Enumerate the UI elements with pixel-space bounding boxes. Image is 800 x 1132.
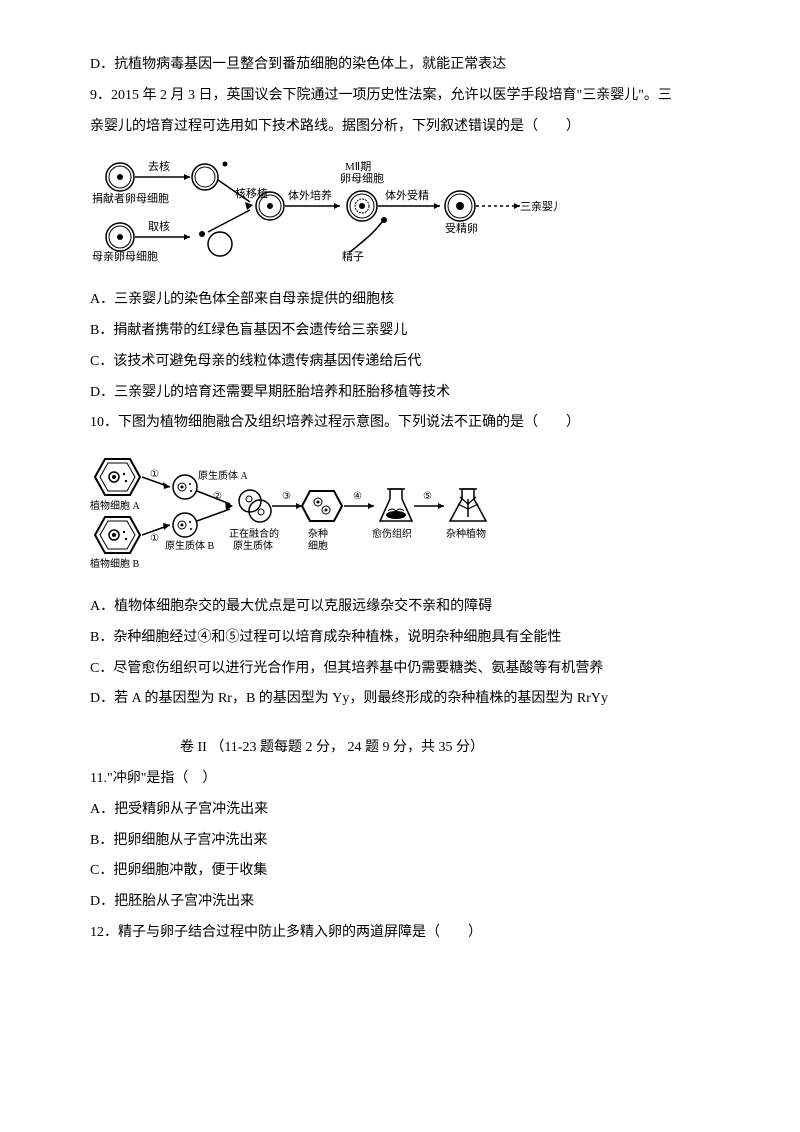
q11-option-d: D．把胚胎从子宫冲洗出来: [90, 887, 720, 918]
svg-text:④: ④: [353, 491, 362, 502]
m2-label: MⅡ期: [345, 160, 371, 173]
q10-option-d: D．若 A 的基因型为 Rr，B 的基因型为 Yy，则最终形成的杂种植株的基因型…: [90, 684, 720, 715]
q11-option-c: C．把卵细胞冲散，便于收集: [90, 856, 720, 887]
donor-label: 捐献者卵母细胞: [92, 191, 169, 205]
mother-label: 母亲卵母细胞: [92, 249, 158, 262]
q9-diagram: 捐献者卵母细胞 去核 母亲卵母细胞 取核: [90, 152, 720, 275]
q10-diagram: 植物细胞 A 植物细胞 B ① ① 原生质体 A: [90, 449, 720, 582]
protoA-label: 原生质体 A: [198, 469, 248, 482]
q9-option-d: D．三亲婴儿的培育还需要早期胚胎培养和胚胎移植等技术: [90, 378, 720, 409]
svg-text:②: ②: [213, 491, 222, 502]
denuc-label: 去核: [148, 159, 170, 173]
fusing-label: 正在融合的: [229, 527, 279, 540]
ivf-label: 体外受精: [385, 188, 429, 202]
fert-label: 受精卵: [445, 222, 478, 235]
q11-option-b: B．把卵细胞从子宫冲洗出来: [90, 826, 720, 857]
fusing2-label: 原生质体: [233, 539, 273, 552]
q11-option-a: A．把受精卵从子宫冲洗出来: [90, 795, 720, 826]
m2cell-label: 卵母细胞: [340, 172, 384, 185]
q10-option-b: B．杂种细胞经过④和⑤过程可以培育成杂种植株，说明杂种细胞具有全能性: [90, 623, 720, 654]
sperm-label: 精子: [342, 250, 364, 262]
cellB-label: 植物细胞 B: [90, 557, 139, 569]
q10-option-a: A．植物体细胞杂交的最大优点是可以克服远缘杂交不亲和的障碍: [90, 592, 720, 623]
protoB-label: 原生质体 B: [165, 539, 214, 552]
hybrid-label: 杂种: [308, 527, 328, 540]
svg-text:①: ①: [150, 469, 159, 480]
q9-option-a: A．三亲婴儿的染色体全部来自母亲提供的细胞核: [90, 285, 720, 316]
q8-option-d: D．抗植物病毒基因一旦整合到番茄细胞的染色体上，就能正常表达: [90, 50, 720, 81]
q9-option-b: B．捐献者携带的红绿色盲基因不会遗传给三亲婴儿: [90, 316, 720, 347]
section-ii-title: 卷 II （11-23 题每题 2 分， 24 题 9 分，共 35 分）: [90, 733, 720, 764]
q9-option-c: C．该技术可避免母亲的线粒体遗传病基因传递给后代: [90, 347, 720, 378]
svg-text:①: ①: [150, 533, 159, 544]
q10-option-c: C．尽管愈伤组织可以进行光合作用，但其培养基中仍需要糖类、氨基酸等有机营养: [90, 654, 720, 685]
cellA-label: 植物细胞 A: [90, 499, 140, 512]
svg-text:⑤: ⑤: [423, 491, 432, 502]
plant-label: 杂种植物: [446, 527, 486, 540]
q9-stem-line2: 亲婴儿的培育过程可选用如下技术路线。据图分析，下列叙述错误的是（ ）: [90, 112, 720, 143]
baby-label: 三亲婴儿: [520, 199, 560, 213]
hybrid2-label: 细胞: [308, 539, 328, 552]
q9-stem-line1: 9．2015 年 2 月 3 日，英国议会下院通过一项历史性法案，允许以医学手段…: [90, 81, 720, 112]
nucleus-label: 取核: [148, 219, 170, 233]
ivc-label: 体外培养: [288, 188, 332, 202]
q12-stem: 12．精子与卵子结合过程中防止多精入卵的两道屏障是（ ）: [90, 918, 720, 949]
q10-stem: 10．下图为植物细胞融合及组织培养过程示意图。下列说法不正确的是（ ）: [90, 408, 720, 439]
svg-text:③: ③: [282, 491, 291, 502]
callus-label: 愈伤组织: [372, 527, 412, 540]
q11-stem: 11."冲卵"是指（ ）: [90, 764, 720, 795]
